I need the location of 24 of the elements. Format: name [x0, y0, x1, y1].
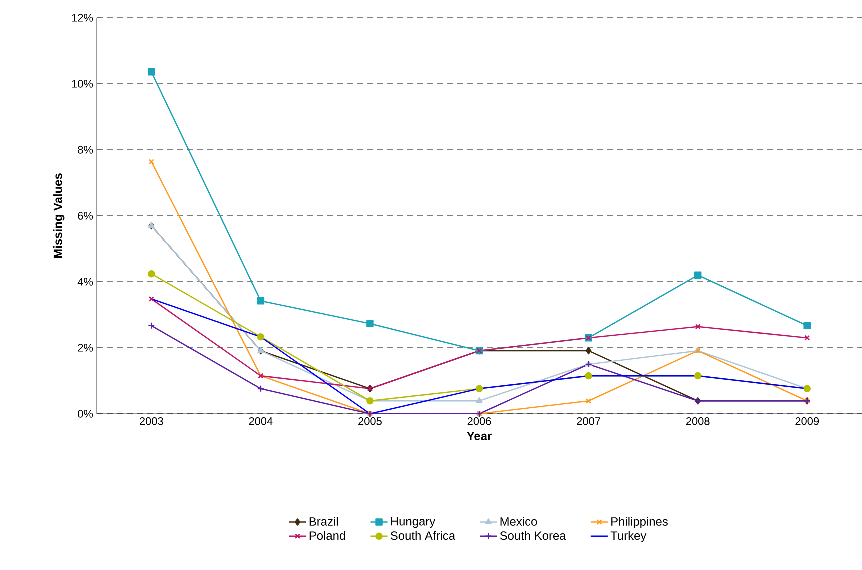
x-tick-label: 2009 [796, 418, 820, 426]
y-tick-label: 4% [78, 278, 94, 286]
legend-label: Turkey [610, 531, 647, 542]
y-tick-label: 12% [72, 14, 94, 22]
y-tick-label: 10% [72, 80, 94, 88]
x-tick-label: 2005 [358, 418, 382, 426]
y-tick-label: 0% [78, 410, 94, 418]
x-tick-label: 2008 [686, 418, 710, 426]
legend-label: Mexico [500, 517, 538, 526]
legend-label: Poland [310, 531, 346, 540]
x-tick-label: 2004 [249, 418, 273, 426]
y-axis-title: Missing Values [54, 174, 65, 258]
x-tick-label: 2007 [577, 418, 600, 426]
y-tick-label: 8% [78, 146, 94, 154]
legend-label: South Africa [390, 531, 456, 540]
legend-label: Philippines [612, 517, 668, 528]
legend-label: South Korea [500, 531, 566, 540]
x-tick-label: 2003 [140, 418, 164, 426]
y-tick-label: 6% [78, 212, 94, 220]
x-axis-title: Year [467, 432, 492, 440]
legend-label: Brazil [310, 517, 338, 526]
legend-label: Hungary [391, 517, 436, 528]
x-tick-label: 2006 [468, 418, 492, 426]
y-tick-label: 2% [78, 344, 94, 352]
